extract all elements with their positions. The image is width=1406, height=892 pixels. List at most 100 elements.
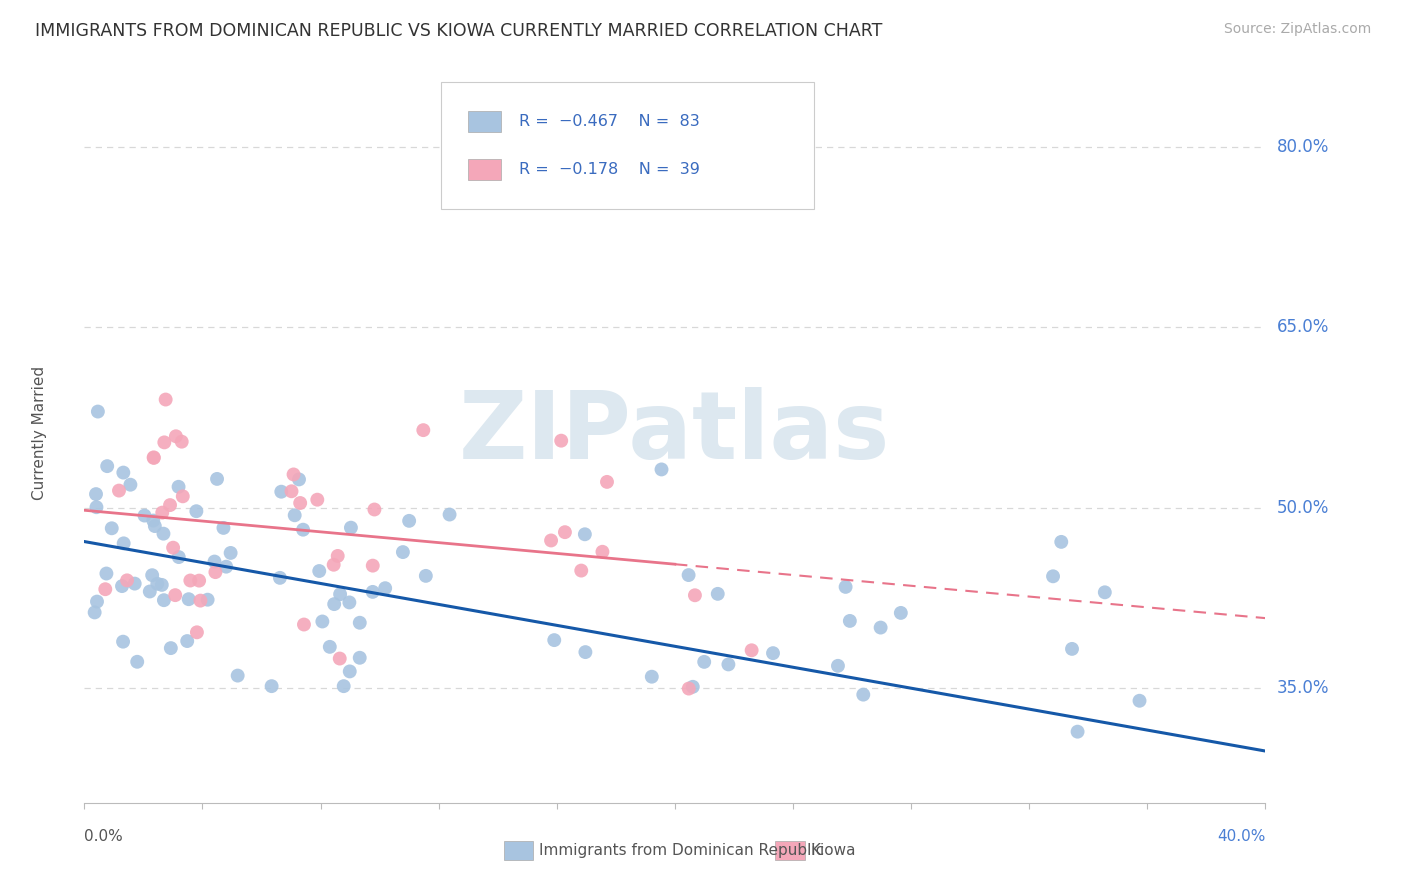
Point <box>120 477 142 491</box>
Point <box>83 606 105 620</box>
Point <box>204 555 226 569</box>
Point <box>215 559 238 574</box>
Point <box>141 568 163 582</box>
Point <box>167 550 190 565</box>
Point <box>1060 641 1083 656</box>
Point <box>869 621 891 635</box>
Point <box>124 576 146 591</box>
Point <box>112 536 135 550</box>
Text: Source: ZipAtlas.com: Source: ZipAtlas.com <box>1223 22 1371 37</box>
Point <box>349 615 371 630</box>
Point <box>827 658 849 673</box>
Point <box>197 592 219 607</box>
Point <box>212 521 235 535</box>
Point <box>204 565 226 579</box>
Point <box>269 571 291 585</box>
Point <box>100 521 122 535</box>
Point <box>143 519 166 533</box>
Point <box>205 472 228 486</box>
Point <box>260 679 283 693</box>
Point <box>292 617 315 632</box>
Text: 65.0%: 65.0% <box>1277 318 1329 336</box>
Point <box>693 655 716 669</box>
Point <box>270 484 292 499</box>
FancyBboxPatch shape <box>468 160 502 180</box>
Point <box>678 568 700 582</box>
FancyBboxPatch shape <box>441 82 814 209</box>
Point <box>134 508 156 523</box>
Point <box>591 545 613 559</box>
Point <box>340 521 363 535</box>
Point <box>374 581 396 595</box>
Point <box>550 434 572 448</box>
Point <box>172 489 194 503</box>
Point <box>319 640 342 654</box>
Point <box>1050 535 1073 549</box>
Point <box>86 500 108 515</box>
Point <box>150 578 173 592</box>
Point <box>332 679 354 693</box>
Point <box>96 459 118 474</box>
Point <box>127 655 149 669</box>
Point <box>153 593 176 607</box>
Point <box>741 643 763 657</box>
Point <box>162 541 184 555</box>
Point <box>392 545 415 559</box>
Point <box>596 475 619 489</box>
Point <box>167 480 190 494</box>
Point <box>329 587 352 601</box>
Point <box>179 574 201 588</box>
Point <box>349 650 371 665</box>
Text: 35.0%: 35.0% <box>1277 680 1329 698</box>
Text: R =  −0.178    N =  39: R = −0.178 N = 39 <box>519 162 700 178</box>
Point <box>115 574 138 588</box>
Point <box>111 579 134 593</box>
FancyBboxPatch shape <box>503 841 533 860</box>
Point <box>683 588 706 602</box>
Point <box>288 496 311 510</box>
Point <box>159 498 181 512</box>
Point <box>641 670 664 684</box>
Point <box>337 595 360 609</box>
Point <box>329 651 352 665</box>
Point <box>1128 694 1150 708</box>
Point <box>188 574 211 588</box>
Point <box>288 472 311 486</box>
Point <box>152 526 174 541</box>
Point <box>574 645 596 659</box>
Point <box>150 506 173 520</box>
Point <box>108 483 131 498</box>
Point <box>284 508 307 523</box>
Point <box>94 582 117 597</box>
Point <box>159 641 181 656</box>
Point <box>112 466 135 480</box>
Point <box>569 564 592 578</box>
Point <box>292 523 315 537</box>
Point <box>852 688 875 702</box>
Text: Immigrants from Dominican Republic: Immigrants from Dominican Republic <box>538 843 824 858</box>
Point <box>543 633 565 648</box>
Text: 50.0%: 50.0% <box>1277 499 1329 516</box>
Point <box>650 462 672 476</box>
Point <box>554 525 576 540</box>
Point <box>280 484 302 499</box>
Point <box>283 467 305 482</box>
Point <box>834 580 856 594</box>
Point <box>155 392 177 407</box>
Point <box>308 564 330 578</box>
Point <box>706 587 728 601</box>
Point <box>540 533 562 548</box>
Point <box>363 502 385 516</box>
Text: R =  −0.467    N =  83: R = −0.467 N = 83 <box>519 114 700 129</box>
Point <box>682 680 704 694</box>
FancyBboxPatch shape <box>775 841 804 860</box>
Point <box>311 615 333 629</box>
Point <box>339 665 361 679</box>
Point <box>112 634 135 648</box>
Point <box>153 435 176 450</box>
Point <box>142 450 165 465</box>
Point <box>678 681 700 696</box>
Point <box>412 423 434 437</box>
Point <box>323 597 346 611</box>
Text: 80.0%: 80.0% <box>1277 137 1329 156</box>
